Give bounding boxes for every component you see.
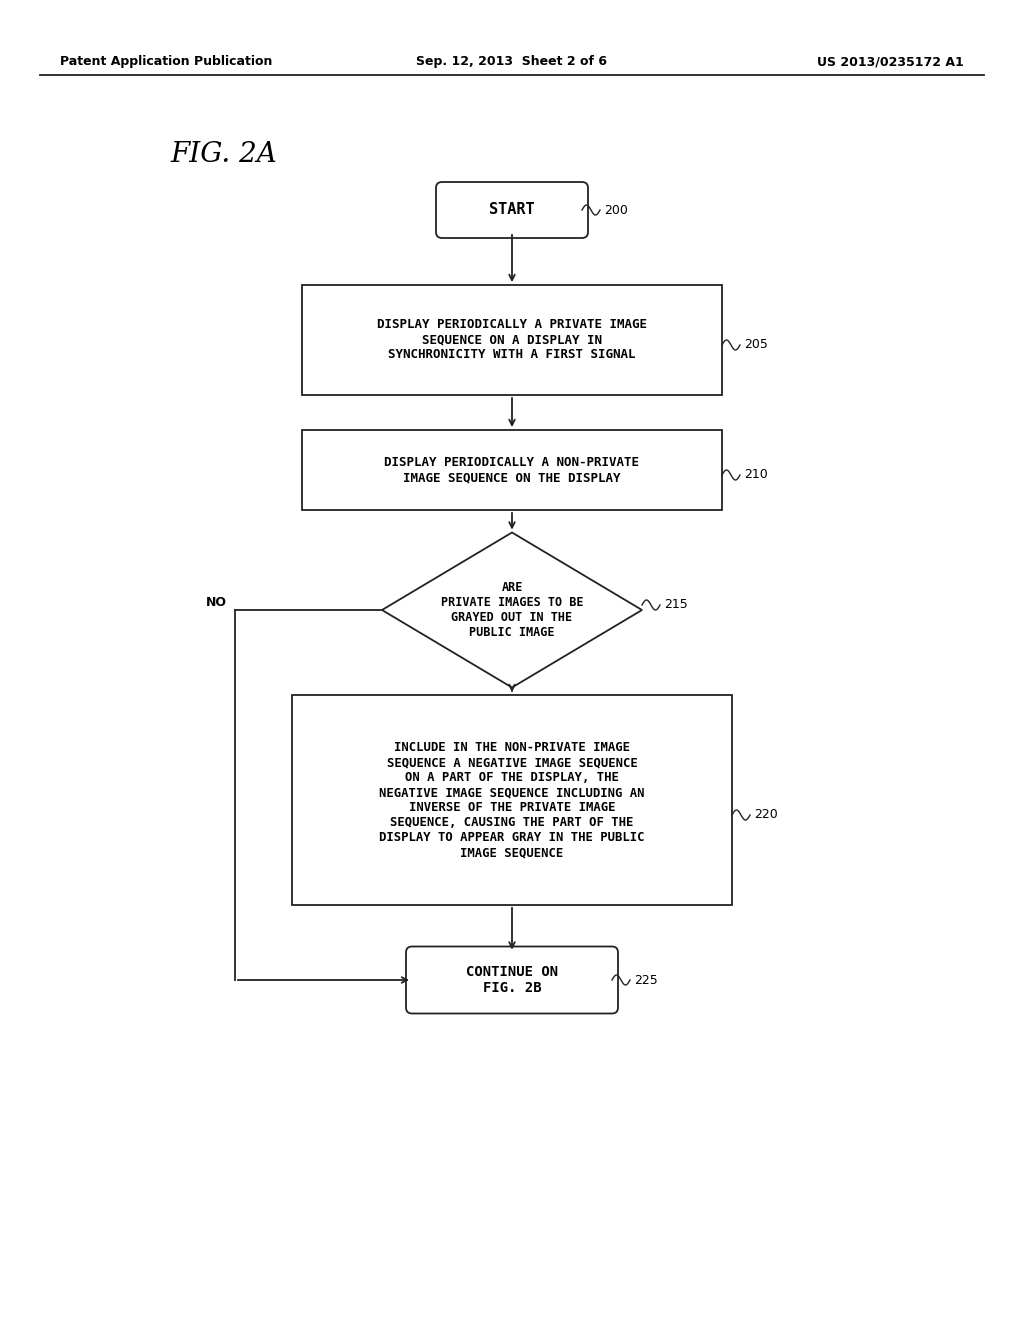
Text: NO: NO bbox=[206, 595, 227, 609]
Text: Patent Application Publication: Patent Application Publication bbox=[60, 55, 272, 69]
Text: 210: 210 bbox=[744, 469, 768, 482]
Text: CONTINUE ON
FIG. 2B: CONTINUE ON FIG. 2B bbox=[466, 965, 558, 995]
FancyBboxPatch shape bbox=[406, 946, 618, 1014]
Bar bbox=[302, 430, 722, 510]
FancyBboxPatch shape bbox=[436, 182, 588, 238]
Text: DISPLAY PERIODICALLY A PRIVATE IMAGE
SEQUENCE ON A DISPLAY IN
SYNCHRONICITY WITH: DISPLAY PERIODICALLY A PRIVATE IMAGE SEQ… bbox=[377, 318, 647, 362]
Text: DISPLAY PERIODICALLY A NON-PRIVATE
IMAGE SEQUENCE ON THE DISPLAY: DISPLAY PERIODICALLY A NON-PRIVATE IMAGE… bbox=[384, 455, 640, 484]
Text: ARE
PRIVATE IMAGES TO BE
GRAYED OUT IN THE
PUBLIC IMAGE: ARE PRIVATE IMAGES TO BE GRAYED OUT IN T… bbox=[440, 581, 584, 639]
Text: 200: 200 bbox=[604, 203, 628, 216]
Text: INCLUDE IN THE NON-PRIVATE IMAGE
SEQUENCE A NEGATIVE IMAGE SEQUENCE
ON A PART OF: INCLUDE IN THE NON-PRIVATE IMAGE SEQUENC… bbox=[379, 741, 645, 859]
Bar bbox=[292, 696, 732, 906]
Text: 225: 225 bbox=[634, 974, 657, 986]
Text: START: START bbox=[489, 202, 535, 218]
Text: 220: 220 bbox=[754, 808, 778, 821]
Text: FIG. 2A: FIG. 2A bbox=[170, 141, 276, 169]
Bar bbox=[302, 285, 722, 395]
Text: 205: 205 bbox=[744, 338, 768, 351]
Text: 215: 215 bbox=[664, 598, 688, 611]
Polygon shape bbox=[382, 532, 642, 688]
Text: YES: YES bbox=[520, 701, 547, 714]
Text: Sep. 12, 2013  Sheet 2 of 6: Sep. 12, 2013 Sheet 2 of 6 bbox=[417, 55, 607, 69]
Text: US 2013/0235172 A1: US 2013/0235172 A1 bbox=[817, 55, 964, 69]
